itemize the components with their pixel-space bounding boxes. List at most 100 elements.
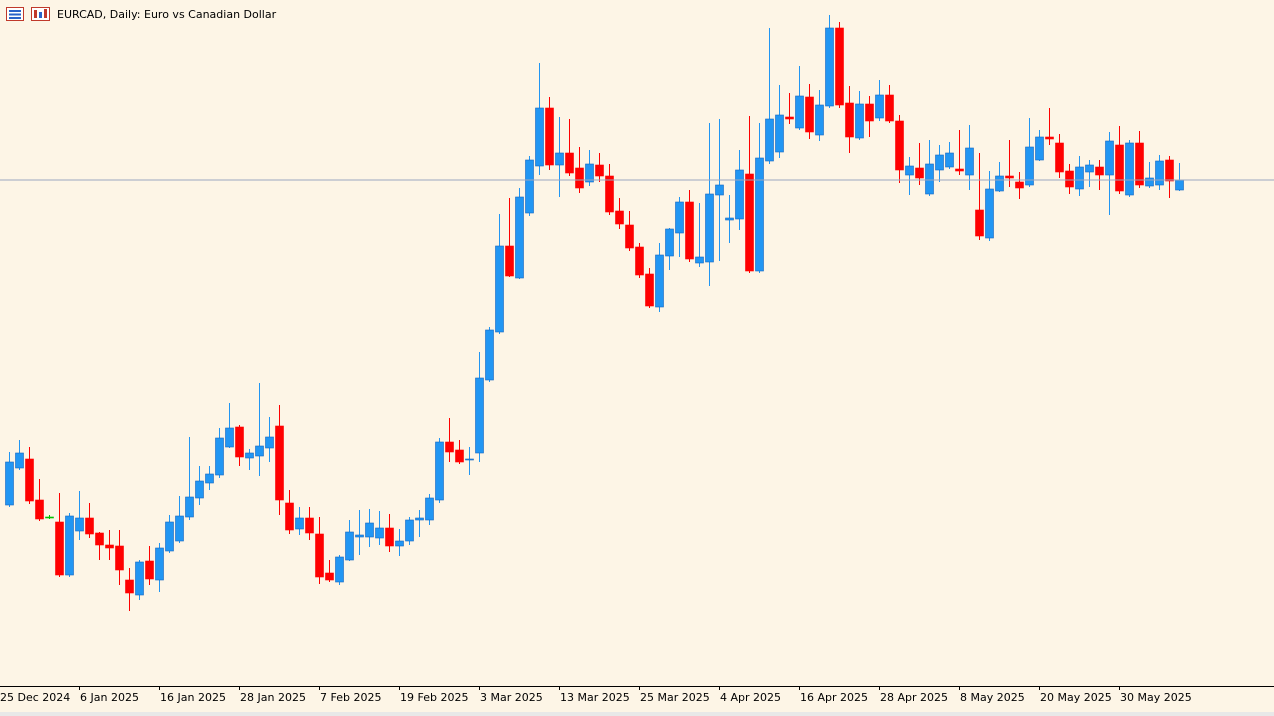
candle-body: [115, 545, 124, 571]
candle-body: [235, 426, 244, 458]
candle-body: [705, 193, 714, 263]
candle-body: [755, 157, 764, 272]
candle-body: [1175, 179, 1184, 191]
x-tick-label: 16 Apr 2025: [800, 691, 868, 704]
candle-body: [635, 246, 644, 276]
x-tick-label: 28 Apr 2025: [880, 691, 948, 704]
x-tick-label: 13 Mar 2025: [560, 691, 630, 704]
candle-body: [745, 173, 754, 272]
candle-body: [655, 254, 664, 308]
candle-body: [365, 522, 374, 538]
candle-body: [165, 521, 174, 552]
candle-body: [285, 502, 294, 531]
x-tick-label: 3 Mar 2025: [480, 691, 543, 704]
candle-body: [625, 224, 634, 249]
candle-body: [1085, 164, 1094, 173]
candle-body: [1015, 181, 1024, 189]
x-tick-label: 19 Feb 2025: [400, 691, 468, 704]
candle-body: [965, 147, 974, 176]
candle-body: [335, 556, 344, 583]
icon-bar: [44, 9, 47, 18]
chart-title: EURCAD, Daily: Euro vs Canadian Dollar: [57, 8, 277, 21]
candle-body: [1055, 142, 1064, 173]
candle-body: [325, 572, 334, 581]
candle-body: [45, 516, 54, 519]
candle-body: [575, 167, 584, 189]
candle-body: [485, 329, 494, 381]
candle-body: [885, 94, 894, 122]
candle-body: [175, 515, 184, 542]
candle-body: [1145, 177, 1154, 187]
candle-body: [715, 184, 724, 196]
x-tick-label: 16 Jan 2025: [160, 691, 226, 704]
candle-body: [475, 377, 484, 454]
x-tick-label: 25 Mar 2025: [640, 691, 710, 704]
candle-body: [815, 104, 824, 136]
candle-body: [785, 116, 794, 120]
x-tick-label: 20 May 2025: [1040, 691, 1112, 704]
candle-body: [225, 427, 234, 448]
candle-body: [245, 452, 254, 459]
candle-body: [555, 152, 564, 166]
candle-body: [425, 497, 434, 521]
candle-body: [945, 152, 954, 168]
candle-body: [15, 452, 24, 469]
x-tick-label: 25 Dec 2024: [0, 691, 70, 704]
candle-body: [1065, 170, 1074, 188]
candle-body: [495, 245, 504, 333]
candle-body: [1095, 166, 1104, 176]
candle-body: [35, 499, 44, 520]
candle-body: [255, 445, 264, 457]
candle-body: [515, 196, 524, 279]
candle-body: [985, 188, 994, 239]
candle-body: [565, 152, 574, 174]
icon-bar: [34, 10, 37, 18]
candle-body: [895, 120, 904, 171]
candle-body: [615, 210, 624, 225]
candle-body: [915, 167, 924, 179]
candle-body: [795, 95, 804, 129]
candle-body: [585, 163, 594, 183]
candle-body: [595, 164, 604, 177]
candle-body: [275, 425, 284, 501]
candle-body: [185, 496, 194, 518]
candle-body: [95, 532, 104, 546]
candle-body: [875, 94, 884, 119]
candle-body: [845, 102, 854, 138]
candle-body: [925, 163, 934, 195]
candle-body: [55, 521, 64, 576]
candle-body: [295, 517, 304, 530]
candle-body: [455, 449, 464, 463]
candle-body: [215, 437, 224, 476]
candle-body: [735, 169, 744, 220]
candle-body: [145, 560, 154, 580]
toolbar-icon[interactable]: [31, 7, 50, 21]
candle-body: [525, 159, 534, 214]
toolbar-icon[interactable]: [6, 7, 24, 21]
x-tick-label: 7 Feb 2025: [320, 691, 381, 704]
candle-body: [535, 107, 544, 167]
candle-body: [415, 517, 424, 521]
candle-body: [85, 517, 94, 535]
candle-body: [1105, 140, 1114, 176]
candle-body: [865, 103, 874, 122]
candle-body: [1135, 142, 1144, 186]
candle-body: [1155, 160, 1164, 186]
candle-body: [1075, 166, 1084, 190]
candle-body: [105, 544, 114, 549]
x-tick-label: 8 May 2025: [960, 691, 1025, 704]
candle-body: [905, 165, 914, 176]
x-tick-label: 30 May 2025: [1120, 691, 1192, 704]
candle-body: [5, 461, 14, 506]
candle-body: [135, 561, 144, 596]
candle-body: [395, 540, 404, 547]
candle-body: [605, 175, 614, 213]
candle-body: [1125, 142, 1134, 196]
candle-body: [205, 473, 214, 484]
candle-body: [955, 168, 964, 172]
candle-body: [1045, 136, 1054, 140]
candle-body: [465, 458, 474, 461]
candle-body: [935, 154, 944, 171]
candle-body: [995, 175, 1004, 192]
